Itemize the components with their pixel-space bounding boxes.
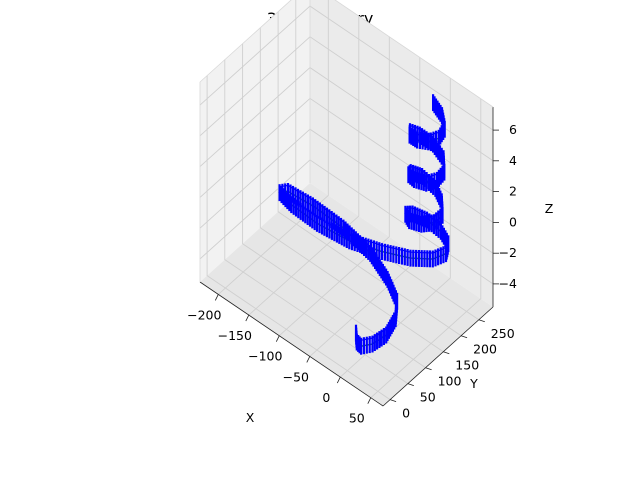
x-gridline — [278, 36, 390, 337]
y-gridline — [242, 43, 426, 369]
trajectory-arrow-heads — [278, 96, 449, 341]
x-tick-label: −100 — [248, 349, 282, 364]
y-axis-line — [382, 306, 494, 407]
axis-panes — [200, 0, 493, 406]
y-gridline — [259, 27, 444, 353]
y-tick — [443, 351, 450, 355]
x-tick — [214, 294, 219, 301]
x-tick — [367, 397, 372, 404]
y-tick — [478, 319, 485, 323]
y-tick-label: 0 — [402, 406, 410, 421]
x-tick — [245, 314, 250, 322]
y-tick — [407, 383, 414, 386]
y-axis-label: Y — [469, 376, 478, 391]
x-axis-line — [199, 281, 384, 407]
x-tick-label: −150 — [218, 328, 252, 343]
y-tick-label: 50 — [420, 390, 436, 405]
y-tick — [425, 367, 432, 371]
x-tick — [336, 376, 341, 384]
z-tick-label: 0 — [509, 214, 517, 229]
trajectory-series — [278, 94, 450, 355]
x-gridline — [248, 16, 360, 316]
z-tick-label: 2 — [509, 184, 517, 199]
y-tick — [389, 399, 397, 402]
y-tick — [460, 335, 468, 339]
z-tick-label: −2 — [499, 245, 517, 260]
z-tick-label: 4 — [509, 153, 517, 168]
pane-left — [200, 0, 310, 282]
z-tick-label: 6 — [509, 122, 517, 137]
x-tick — [275, 335, 280, 342]
x-axis-label: X — [246, 410, 255, 425]
y-tick-label: 150 — [455, 358, 479, 373]
y-tick-label: 100 — [438, 374, 462, 389]
x-gridline — [370, 98, 482, 399]
pane-floor — [200, 183, 493, 406]
y-tick-label: 250 — [491, 326, 515, 341]
y-gridline — [206, 75, 391, 400]
z-tick-label: −4 — [499, 276, 517, 291]
x-tick — [306, 356, 311, 363]
z-axis-label: Z — [545, 201, 554, 216]
x-tick-label: 0 — [322, 390, 330, 405]
axis-edges — [199, 0, 494, 407]
x-gridline — [217, 0, 329, 295]
pane-back — [310, 0, 493, 307]
pane-edge — [199, 0, 292, 83]
x-tick-label: −200 — [187, 307, 221, 322]
x-tick-label: −50 — [283, 369, 309, 384]
y-gridline — [224, 59, 409, 384]
y-tick-label: 200 — [473, 342, 497, 357]
x-tick-label: 50 — [349, 411, 365, 426]
y-gridline — [277, 11, 462, 337]
pane-edge — [334, 0, 494, 108]
